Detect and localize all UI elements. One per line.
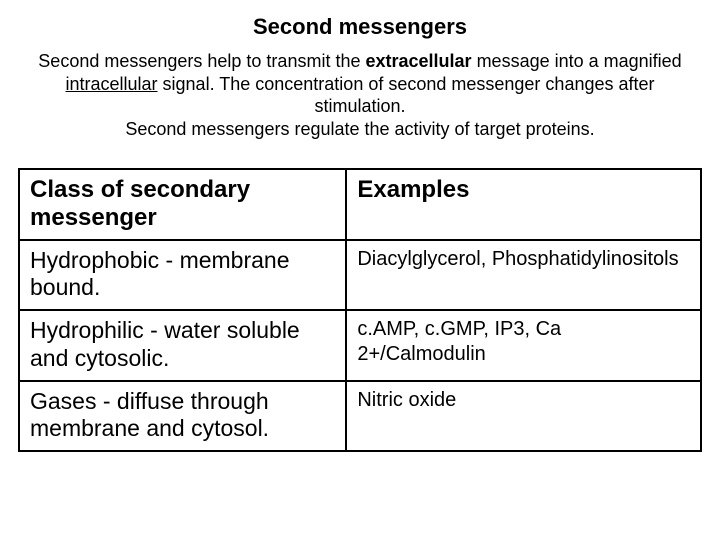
intro-bold-extracellular: extracellular (365, 51, 471, 71)
slide: Second messengers Second messengers help… (0, 0, 720, 540)
intro-line-2: Second messengers regulate the activity … (125, 119, 594, 139)
intro-paragraph: Second messengers help to transmit the e… (18, 50, 702, 140)
table-header-row: Class of secondary messenger Examples (19, 169, 701, 240)
intro-seg-1: Second messengers help to transmit the (38, 51, 365, 71)
table-row: Hydrophilic - water soluble and cytosoli… (19, 310, 701, 380)
intro-underline-intracellular: intracellular (65, 74, 157, 94)
cell-examples: Nitric oxide (346, 381, 701, 451)
table-row: Hydrophobic - membrane bound. Diacylglyc… (19, 240, 701, 310)
cell-examples: Diacylglycerol, Phosphatidylinositols (346, 240, 701, 310)
cell-examples: c.AMP, c.GMP, IP3, Ca 2+/Calmodulin (346, 310, 701, 380)
intro-seg-2: message into a magnified (472, 51, 682, 71)
slide-title: Second messengers (18, 14, 702, 40)
col-header-class: Class of secondary messenger (19, 169, 346, 240)
cell-class: Hydrophobic - membrane bound. (19, 240, 346, 310)
cell-class: Hydrophilic - water soluble and cytosoli… (19, 310, 346, 380)
messenger-table: Class of secondary messenger Examples Hy… (18, 168, 702, 452)
intro-seg-3: signal. The concentration of second mess… (158, 74, 655, 117)
cell-class: Gases - diffuse through membrane and cyt… (19, 381, 346, 451)
col-header-examples: Examples (346, 169, 701, 240)
table-row: Gases - diffuse through membrane and cyt… (19, 381, 701, 451)
